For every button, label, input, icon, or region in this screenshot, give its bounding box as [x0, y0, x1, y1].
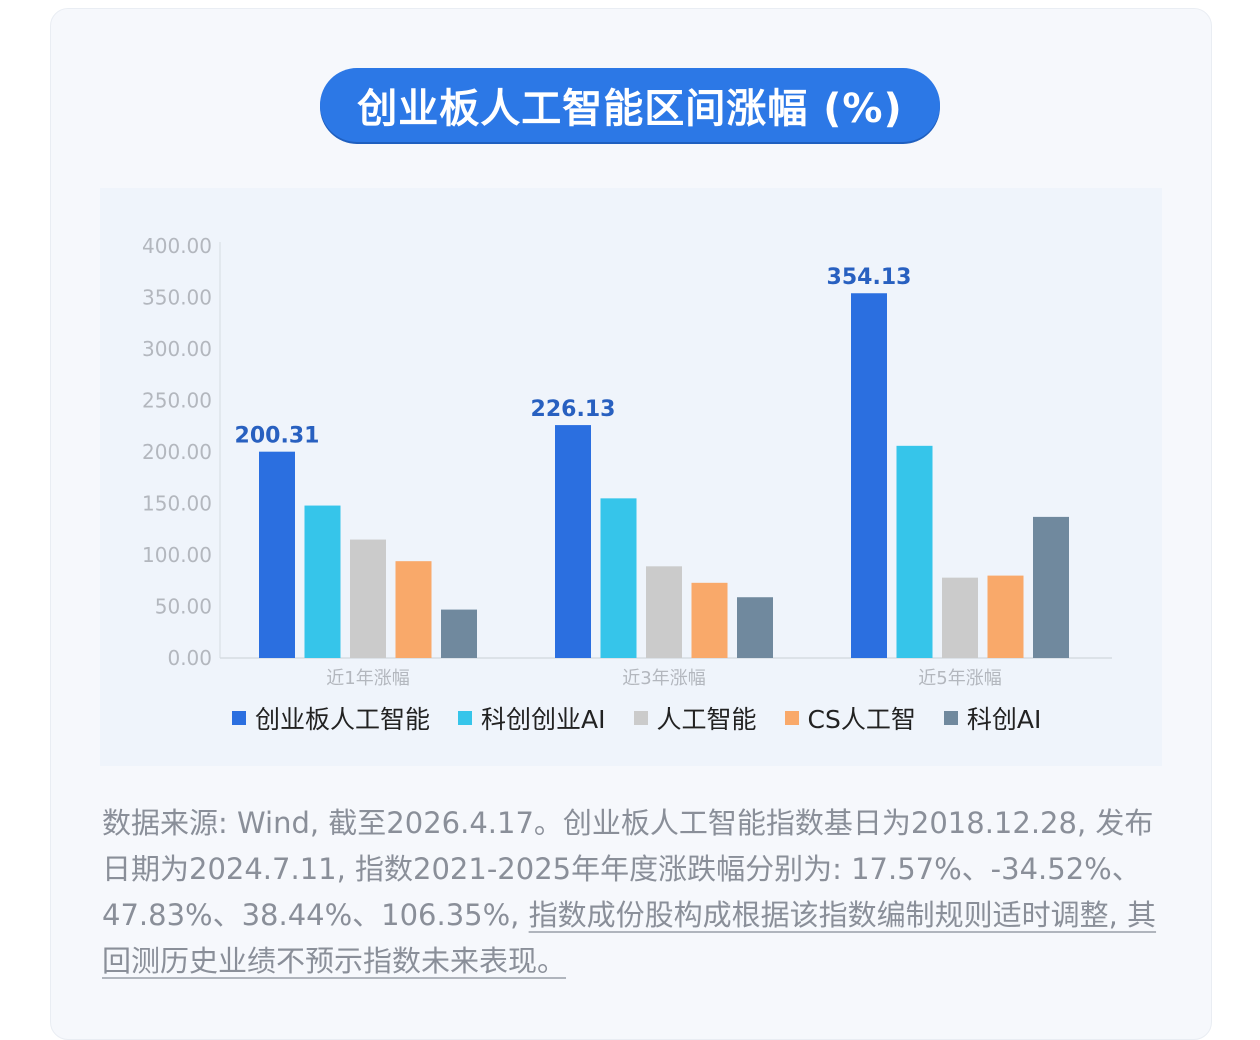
bar-data-label: 226.13 [531, 397, 616, 422]
disclaimer-link[interactable]: 指数成份股构成根据该指数编制规则适时调整, 其回测历史业绩不预示指数未来表现。 [102, 898, 1157, 978]
chart-legend: 创业板人工智能 科创创业AI 人工智能 CS人工智 科创AI [232, 700, 1069, 736]
bar-data-label: 354.13 [827, 265, 912, 290]
legend-item: CS人工智 [784, 700, 916, 736]
legend-swatch [232, 711, 246, 725]
legend-label: 创业板人工智能 [255, 705, 431, 734]
bar-data-label: 200.31 [235, 424, 320, 449]
x-category-label: 近5年涨幅 [918, 668, 1001, 689]
y-tick-label: 300.00 [142, 337, 212, 361]
bar [555, 425, 591, 658]
bar [304, 505, 341, 658]
bar [896, 445, 933, 658]
legend-swatch [633, 711, 648, 725]
bar [851, 293, 887, 658]
bar [646, 566, 682, 658]
y-tick-label: 250.00 [142, 389, 212, 413]
legend-label: 科创创业AI [481, 705, 606, 734]
x-category-label: 近3年涨幅 [622, 668, 705, 689]
source-note-text: 数据来源: Wind, 截至2026.4.17。创业板人工智能指数基日为2018… [102, 806, 1154, 932]
bar [1033, 516, 1069, 658]
legend-swatch [458, 711, 473, 725]
legend-label: CS人工智 [807, 705, 916, 734]
legend-swatch [943, 711, 958, 725]
bar [691, 582, 728, 658]
y-tick-label: 200.00 [142, 440, 212, 464]
legend-label: 科创AI [966, 705, 1042, 734]
legend-item: 科创AI [943, 700, 1042, 736]
legend-item: 人工智能 [633, 700, 757, 736]
bar [259, 451, 295, 658]
legend-item: 科创创业AI [458, 700, 606, 736]
y-tick-label: 100.00 [142, 543, 212, 567]
bar [600, 498, 637, 658]
legend-item: 创业板人工智能 [232, 700, 430, 736]
bar [737, 597, 773, 658]
source-note: 数据来源: Wind, 截至2026.4.17。创业板人工智能指数基日为2018… [102, 800, 1172, 984]
legend-label: 人工智能 [656, 705, 757, 734]
bar [350, 539, 386, 658]
chart-title: 创业板人工智能区间涨幅 (%) [320, 68, 940, 142]
bar [441, 609, 477, 658]
bar [942, 577, 978, 658]
y-tick-label: 0.00 [167, 646, 212, 670]
legend-swatch [784, 711, 799, 725]
y-tick-label: 350.00 [142, 286, 212, 310]
x-category-label: 近1年涨幅 [326, 668, 409, 689]
y-tick-label: 400.00 [142, 234, 212, 258]
y-tick-label: 150.00 [142, 492, 212, 516]
bar [395, 561, 432, 658]
y-tick-label: 50.00 [155, 595, 212, 619]
bar [987, 575, 1024, 658]
